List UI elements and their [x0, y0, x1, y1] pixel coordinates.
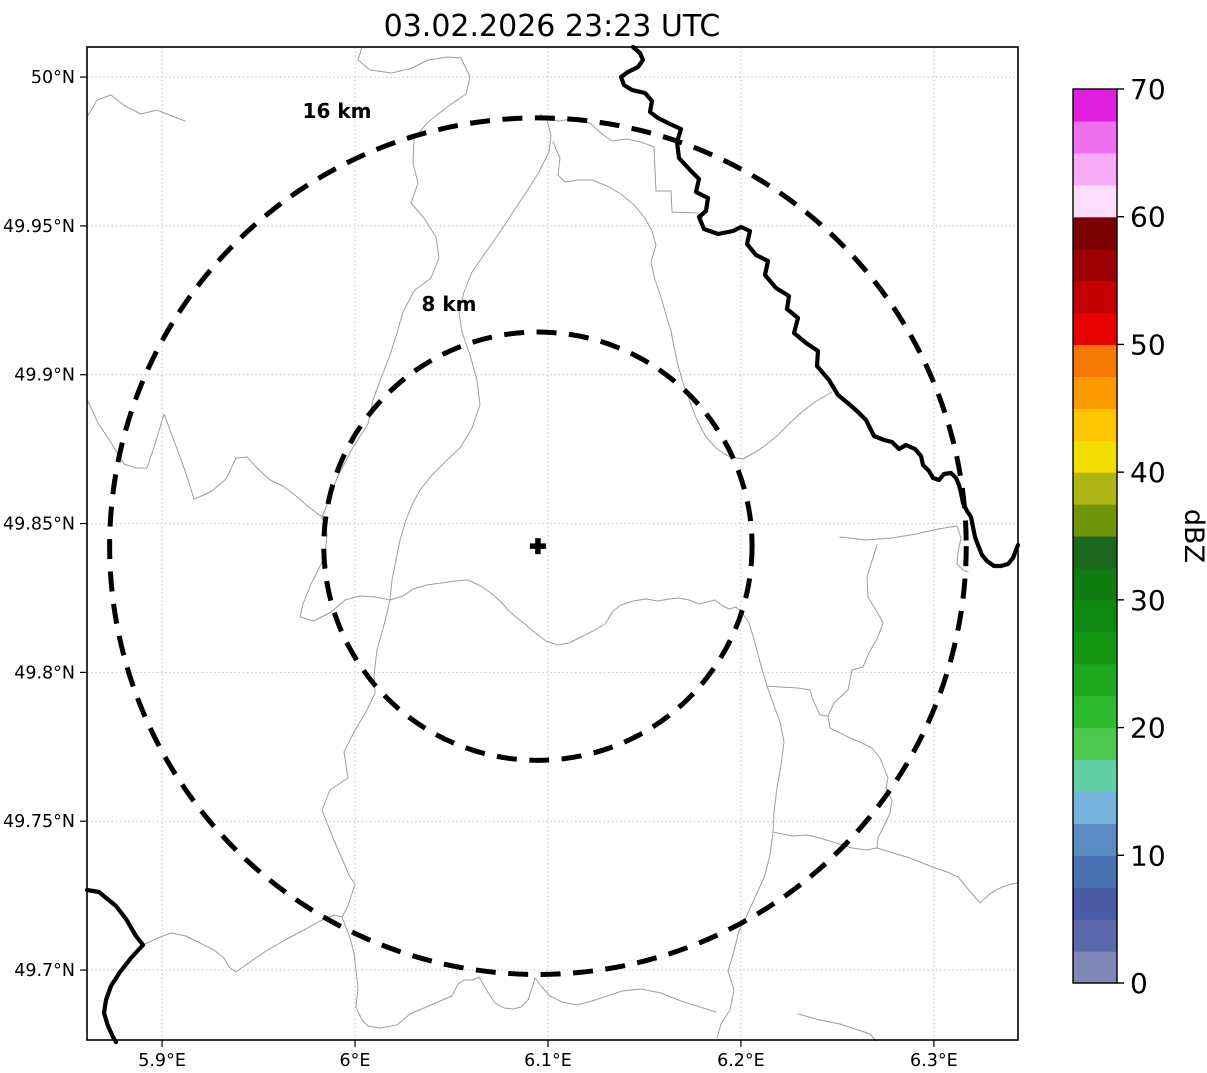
colorbar-tick-label: 50 [1130, 328, 1166, 361]
y-tick-label: 49.95°N [3, 217, 75, 237]
ring-label-16km: 16 km [303, 99, 372, 123]
range-rings [107, 115, 969, 977]
boundary-line [552, 141, 833, 460]
colorbar-segment [1073, 695, 1117, 729]
colorbar-segment [1073, 184, 1117, 218]
x-tick-label: 6.1°E [524, 1051, 572, 1069]
colorbar-tick-label: 60 [1130, 201, 1166, 234]
colorbar-segment [1073, 759, 1117, 793]
y-tick-label: 49.8°N [14, 663, 75, 683]
boundary-line [142, 914, 343, 973]
x-tick-label: 6.3°E [910, 1051, 958, 1069]
colorbar-segment [1073, 248, 1117, 282]
range-ring-16km [107, 115, 969, 977]
colorbar-segment [1073, 791, 1117, 824]
x-tick-label: 5.9°E [138, 1051, 186, 1069]
colorbar-outline [1072, 88, 1118, 984]
colorbar-tick-label: 10 [1130, 839, 1166, 872]
colorbar-segment [1073, 567, 1117, 601]
gridlines [87, 47, 1018, 1040]
colorbar-segment [1073, 376, 1117, 409]
colorbar-segment [1073, 823, 1117, 856]
colorbar-segment [1073, 152, 1117, 186]
colorbar-tick-label: 30 [1130, 584, 1166, 617]
map-rivers [84, 44, 1021, 1045]
colorbar-segment [1073, 919, 1117, 952]
colorbar-segment [1073, 472, 1117, 505]
y-tick-label: 49.7°N [14, 961, 75, 981]
boundary-line [839, 525, 969, 573]
boundary-line [389, 119, 552, 601]
boundary-line [797, 1013, 877, 1042]
range-ring-8km [321, 329, 755, 763]
colorbar-segment [1073, 89, 1117, 122]
axis-ticks-and-labels: 5.9°E 6°E 6.1°E 6.2°E 6.3°E 50°N 49.95°N 49.9°N… [3, 68, 958, 1071]
boundary-line [344, 579, 785, 1039]
boundary-line [86, 398, 323, 518]
plot-border [86, 46, 1019, 1041]
boundary-line [321, 599, 717, 1029]
colorbar-segment [1073, 536, 1117, 569]
colorbar-segment [1073, 408, 1117, 441]
colorbar-segment [1073, 440, 1117, 473]
colorbar-tick-label: 0 [1130, 967, 1148, 1000]
plot-title: 03.02.2026 23:23 UTC [384, 9, 721, 44]
river-line [618, 44, 1021, 569]
y-tick-label: 49.85°N [3, 515, 75, 535]
colorbar-tick-label: 70 [1130, 73, 1166, 106]
colorbar-segment [1073, 216, 1117, 250]
colorbar-segment [1073, 312, 1117, 346]
colorbar-segment [1073, 504, 1117, 537]
y-tick-label: 49.75°N [3, 812, 75, 832]
colorbar-segment [1073, 951, 1117, 984]
colorbar-tick-label: 20 [1130, 712, 1166, 745]
colorbar-segment [1073, 280, 1117, 314]
colorbar-segment [1073, 120, 1117, 154]
colorbar: 0 10 20 30 40 50 60 70 [1072, 73, 1166, 1000]
boundary-line [299, 516, 346, 622]
map-boundaries [86, 46, 1019, 1042]
colorbar-segment [1073, 855, 1117, 888]
boundary-line [86, 94, 186, 122]
colorbar-segment [1073, 663, 1117, 697]
y-tick-label: 49.9°N [14, 366, 75, 386]
colorbar-segment [1073, 887, 1117, 920]
ring-label-8km: 8 km [421, 292, 476, 316]
radar-site-marker [529, 538, 546, 555]
y-tick-label: 50°N [31, 68, 75, 88]
colorbar-segment [1073, 599, 1117, 633]
x-tick-label: 6°E [340, 1051, 371, 1069]
colorbar-tick-label: 40 [1130, 456, 1166, 489]
boundary-line [827, 544, 893, 849]
x-tick-label: 6.2°E [717, 1051, 765, 1069]
colorbar-segment [1073, 631, 1117, 665]
boundary-line [772, 831, 1019, 904]
boundary-line [766, 685, 829, 717]
boundary-line [321, 46, 471, 518]
colorbar-axis-label: dBZ [1178, 509, 1207, 563]
colorbar-segment [1073, 344, 1117, 377]
river-line [84, 887, 146, 1045]
colorbar-segment [1073, 727, 1117, 761]
